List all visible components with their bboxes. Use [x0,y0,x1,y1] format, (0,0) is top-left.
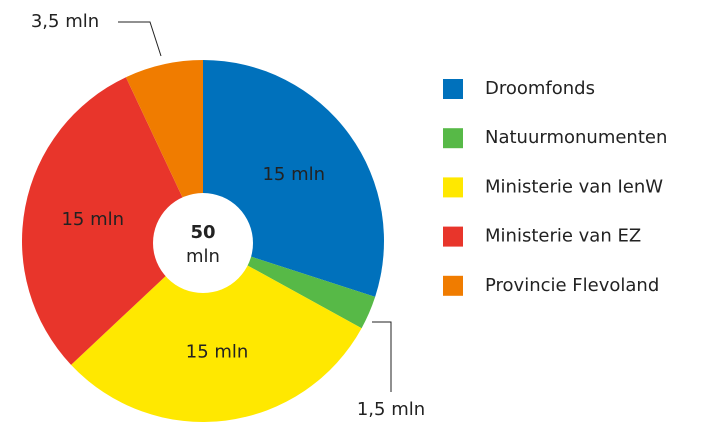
legend-label: Ministerie van EZ [485,226,641,247]
pie-slice [125,60,203,241]
legend-label: Provincie Flevoland [485,275,659,296]
pie-slice [71,241,362,422]
legend-swatch [443,128,463,149]
leader-line [118,21,162,57]
value-label: 15 mln [262,164,325,185]
legend-swatch [443,226,463,247]
leader-line [372,321,392,392]
legend-label: Droomfonds [485,78,595,99]
value-label: 15 mln [61,209,124,230]
legend-swatch [443,177,463,198]
donut-hole [153,193,253,293]
center-value: 50 [190,222,215,243]
center-unit: mln [186,246,220,267]
legend-label: Ministerie van IenW [485,176,663,197]
value-label: 3,5 mln [31,11,99,32]
legend-label: Natuurmonumenten [485,127,667,148]
legend-swatch [443,79,463,99]
pie-slice [21,77,203,365]
value-label: 15 mln [186,341,249,362]
legend-swatch [443,275,463,296]
value-label: 1,5 mln [357,399,425,420]
